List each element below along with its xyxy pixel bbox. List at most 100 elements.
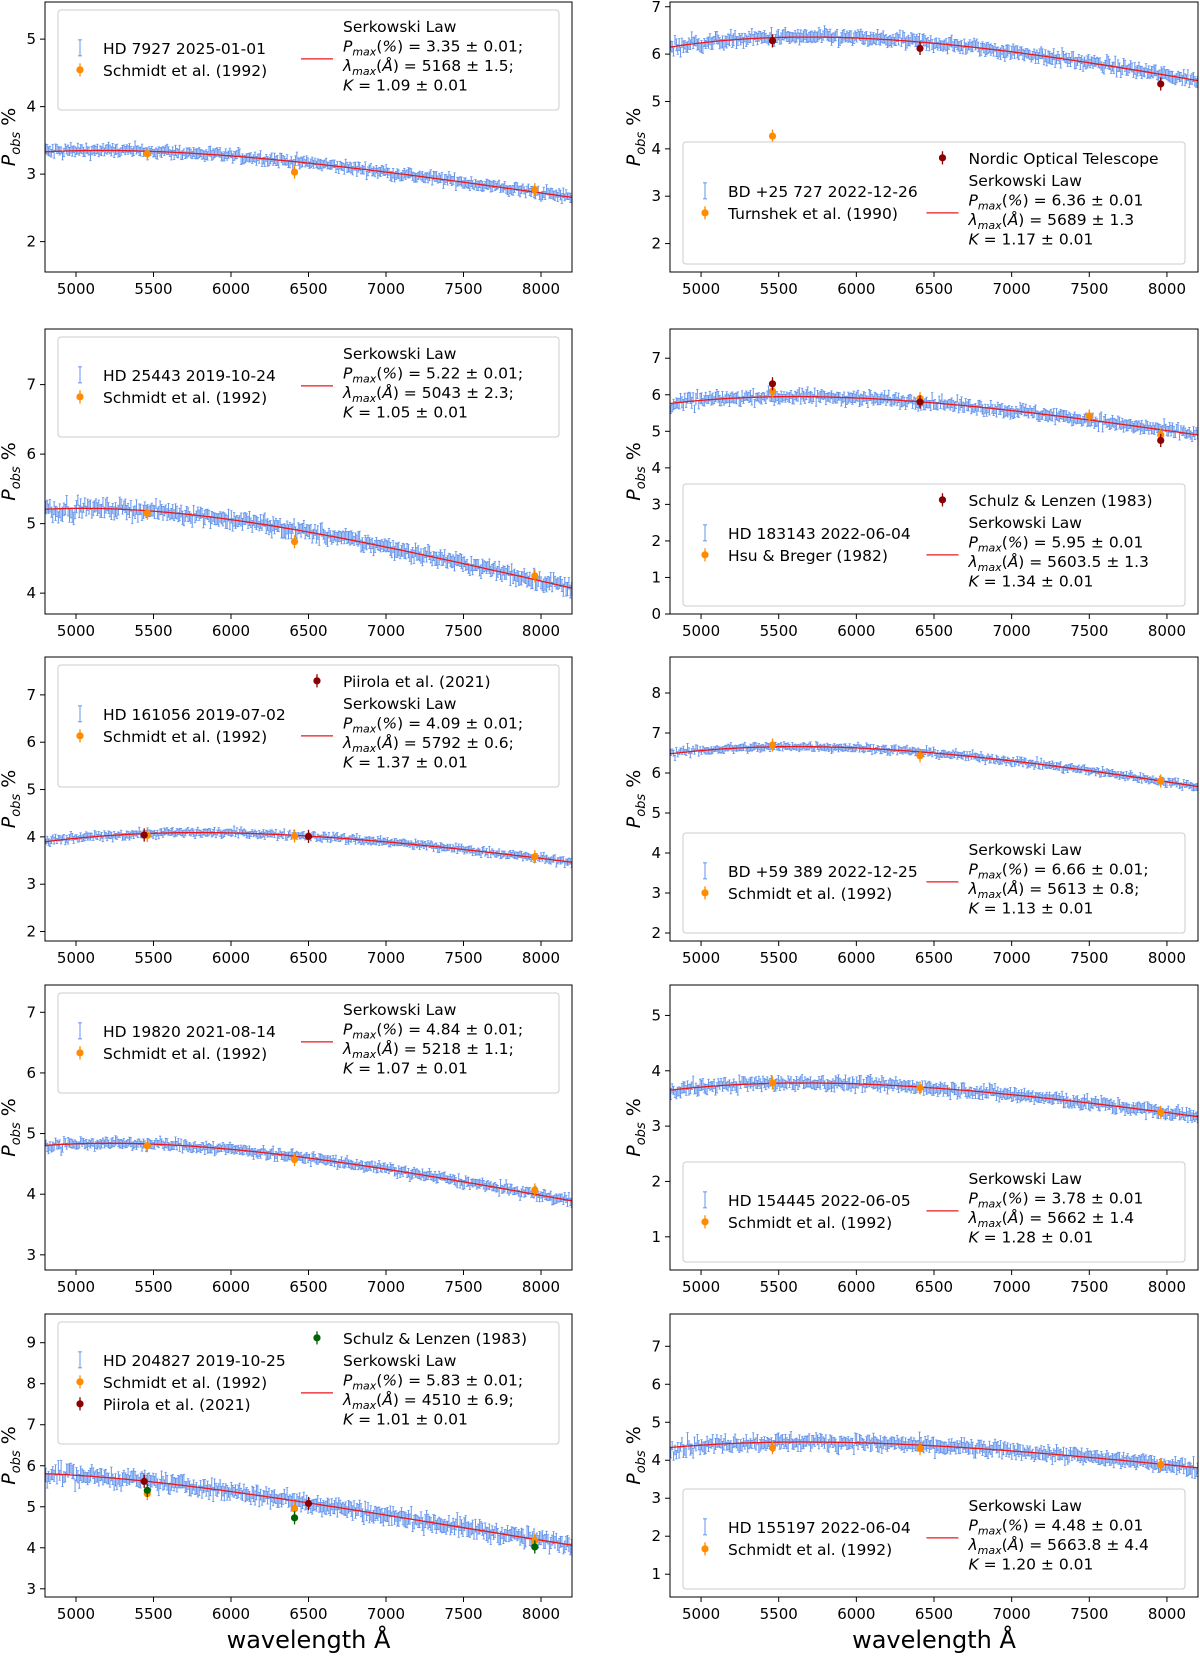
- reference-point: [290, 1511, 299, 1525]
- legend-fit-param: λmax(Å) = 5218 ± 1.1;: [342, 1039, 514, 1061]
- x-tick-label: 8000: [1148, 1278, 1186, 1296]
- y-axis-label: Pobs %: [623, 442, 649, 501]
- x-tick-label: 8000: [522, 280, 560, 298]
- legend: BD +59 389 2022-12-25 Schmidt et al. (199…: [682, 832, 1186, 934]
- y-tick-label: 1: [651, 568, 661, 586]
- y-tick-label: 1: [651, 1228, 661, 1246]
- legend: HD 155197 2022-06-04 Schmidt et al. (1992…: [682, 1488, 1186, 1590]
- x-tick-label: 8000: [522, 1278, 560, 1296]
- x-tick-label: 7500: [1070, 1278, 1108, 1296]
- reference-point: [290, 165, 299, 179]
- legend-item: Schmidt et al. (1992): [701, 1541, 892, 1559]
- x-tick-label: 5500: [760, 622, 798, 640]
- y-tick-label: 5: [26, 515, 36, 533]
- y-tick-label: 4: [26, 1185, 36, 1203]
- y-tick-label: 4: [26, 584, 36, 602]
- x-tick-label: 5000: [682, 1605, 720, 1623]
- x-tick-label: 5000: [57, 622, 95, 640]
- legend-label: Schmidt et al. (1992): [103, 389, 267, 407]
- legend-item: Schulz & Lenzen (1983): [313, 1330, 527, 1348]
- legend-reference-marker: [701, 548, 709, 562]
- observed-series: [670, 385, 1198, 442]
- plot-area: [45, 1135, 572, 1208]
- y-tick-label: 6: [26, 1457, 36, 1475]
- legend-label: Schmidt et al. (1992): [103, 1374, 267, 1392]
- x-tick-label: 8000: [522, 1605, 560, 1623]
- legend: HD 161056 2019-07-02 Schmidt et al. (1992…: [57, 664, 560, 788]
- legend-fit-param: λmax(Å) = 5168 ± 1.5;: [342, 56, 514, 78]
- reference-point: [531, 569, 539, 583]
- x-tick-label: 5500: [134, 622, 172, 640]
- reference-point: [143, 1483, 151, 1497]
- reference-series: [143, 1483, 539, 1554]
- plot-area: [670, 1431, 1198, 1479]
- legend-item: Piirola et al. (2021): [313, 673, 491, 691]
- serkowski-fit-line: [45, 1142, 572, 1202]
- y-tick-label: 3: [651, 495, 661, 513]
- legend-fit-title: Serkowski Law: [343, 1001, 457, 1019]
- legend-fit-param: Pmax(%) = 6.66 ± 0.01;: [968, 860, 1148, 881]
- x-tick-label: 6500: [289, 280, 327, 298]
- y-tick-label: 4: [651, 844, 661, 862]
- legend-fit-param: Pmax(%) = 3.78 ± 0.01: [968, 1189, 1143, 1210]
- reference-point: [1157, 774, 1165, 788]
- legend-label: HD 161056 2019-07-02: [103, 706, 286, 724]
- legend-label: Schmidt et al. (1992): [103, 62, 267, 80]
- legend-label: BD +59 389 2022-12-25: [728, 863, 918, 881]
- legend-fit-title: Serkowski Law: [343, 18, 457, 36]
- reference-point: [916, 395, 924, 409]
- y-tick-label: 6: [651, 1375, 661, 1393]
- legend-item: Schmidt et al. (1992): [701, 1214, 892, 1232]
- y-tick-label: 6: [651, 764, 661, 782]
- x-axis-label: wavelength Å: [227, 1625, 391, 1654]
- observed-series: [670, 741, 1198, 792]
- legend-label: HD 183143 2022-06-04: [728, 525, 911, 543]
- legend-fit-param: λmax(Å) = 5603.5 ± 1.3: [967, 552, 1148, 574]
- y-tick-label: 4: [651, 459, 661, 477]
- legend-item: HD 155197 2022-06-04: [703, 1518, 911, 1537]
- observed-series: [670, 1431, 1198, 1479]
- x-tick-label: 6000: [212, 1278, 250, 1296]
- x-tick-label: 7500: [444, 1605, 482, 1623]
- legend-label: HD 155197 2022-06-04: [728, 1519, 911, 1537]
- y-tick-label: 8: [651, 684, 661, 702]
- legend-label: Schulz & Lenzen (1983): [343, 1330, 527, 1348]
- legend-item: Hsu & Breger (1982): [701, 547, 888, 565]
- observed-series: [670, 25, 1198, 89]
- x-tick-label: 7500: [1070, 622, 1108, 640]
- x-tick-label: 7500: [444, 622, 482, 640]
- legend-fit-param: K = 1.13 ± 0.01: [968, 899, 1093, 917]
- x-tick-label: 7000: [993, 949, 1031, 967]
- x-tick-label: 5000: [682, 622, 720, 640]
- legend-fit-param: K = 1.01 ± 0.01: [343, 1410, 468, 1428]
- chart-panel-4: 5000 5500 6000 6500 7000 7500 8000 0 1 2 3 4 5 6 7 Pobs…: [623, 328, 1199, 640]
- y-tick-label: 1: [651, 1565, 661, 1583]
- reference-point: [916, 41, 924, 56]
- legend-item: HD 204827 2019-10-25: [78, 1351, 286, 1370]
- x-axis-label: wavelength Å: [852, 1625, 1016, 1654]
- x-tick-label: 6000: [837, 1605, 875, 1623]
- legend-label: Piirola et al. (2021): [103, 1396, 251, 1414]
- legend-label: Schmidt et al. (1992): [103, 728, 267, 746]
- legend-label: Turnshek et al. (1990): [727, 205, 898, 223]
- reference-point: [916, 749, 924, 763]
- legend-label: HD 7927 2025-01-01: [103, 40, 266, 58]
- legend-item: HD 183143 2022-06-04: [703, 524, 911, 543]
- legend-fit-param: K = 1.20 ± 0.01: [968, 1555, 1093, 1573]
- legend-fit-param: K = 1.09 ± 0.01: [343, 76, 468, 94]
- x-tick-label: 6500: [915, 280, 953, 298]
- x-tick-label: 5500: [134, 1605, 172, 1623]
- legend-label: HD 154445 2022-06-05: [728, 1192, 911, 1210]
- y-tick-label: 5: [651, 804, 661, 822]
- x-tick-label: 5000: [57, 1605, 95, 1623]
- x-tick-label: 6000: [212, 280, 250, 298]
- x-tick-label: 6500: [915, 949, 953, 967]
- serkowski-fit-line: [670, 1082, 1198, 1118]
- legend-item: Piirola et al. (2021): [76, 1396, 251, 1414]
- y-tick-label: 7: [26, 376, 36, 394]
- reference-series: [140, 1474, 313, 1511]
- x-tick-label: 6000: [212, 622, 250, 640]
- legend-label: Hsu & Breger (1982): [728, 547, 888, 565]
- chart-panel-5: 5000 5500 6000 6500 7000 7500 8000 2 3 4 5 6 7 Pobs %…: [0, 656, 573, 967]
